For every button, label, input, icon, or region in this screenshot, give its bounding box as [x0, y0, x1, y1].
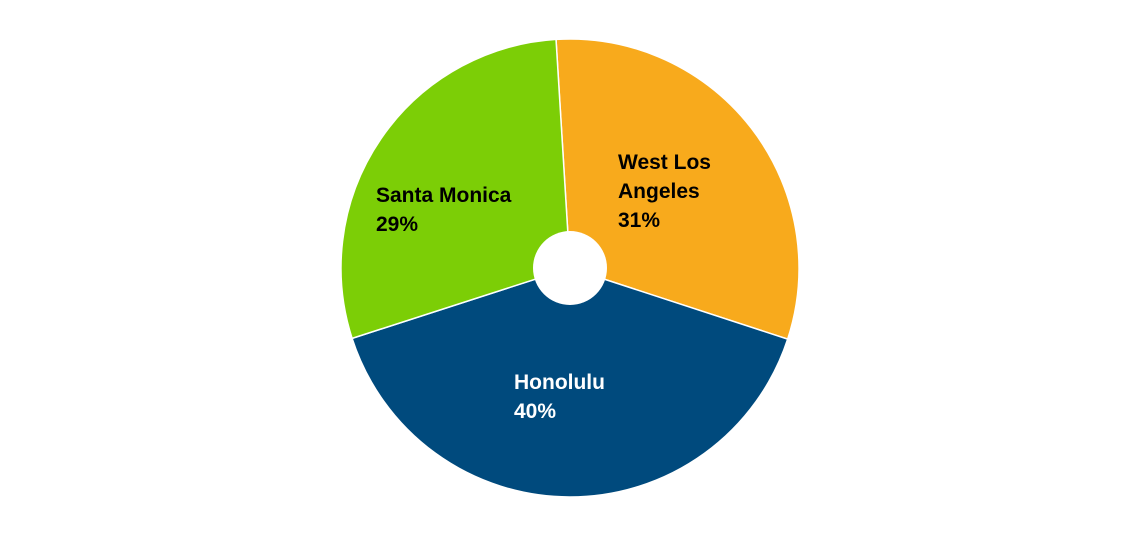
- value-label-west-los-angeles: 31%: [618, 209, 660, 232]
- pie-slice-west-los-angeles: [555, 38, 800, 341]
- value-label-honolulu: 40%: [514, 400, 556, 423]
- value-label-santa-monica: 29%: [376, 213, 418, 236]
- center-hole: [533, 231, 607, 305]
- pie-slice-santa-monica: [340, 38, 571, 340]
- data-label-honolulu: Honolulu 40%: [514, 371, 605, 423]
- category-label-west-los-angeles: Angeles: [618, 180, 700, 203]
- category-label-santa-monica: Santa Monica: [376, 184, 512, 207]
- category-label-honolulu: Honolulu: [514, 371, 605, 394]
- pie-slice-honolulu: [351, 267, 789, 498]
- data-label-santa-monica: Santa Monica 29%: [376, 184, 512, 236]
- category-label-west-los-angeles: West Los: [618, 151, 711, 174]
- data-label-west-los-angeles: West Los Angeles 31%: [618, 151, 711, 232]
